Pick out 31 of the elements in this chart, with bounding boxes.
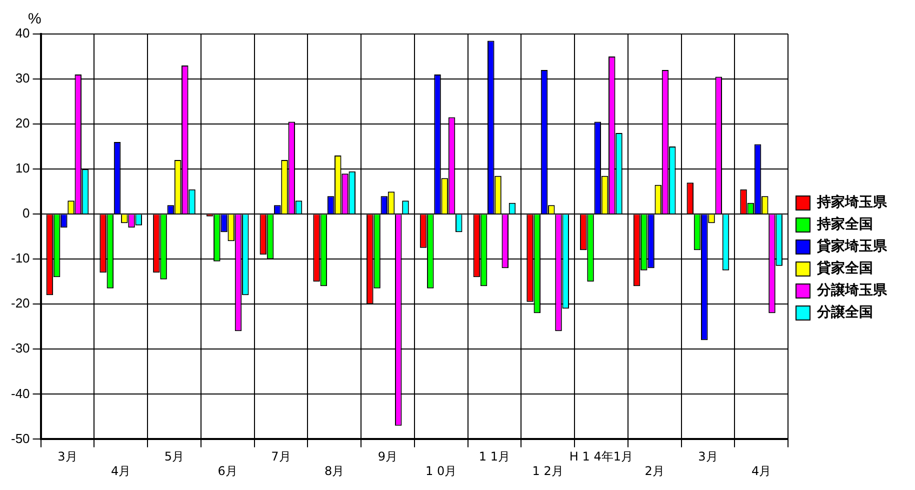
y-tick-label: -40: [10, 386, 30, 401]
legend-label: 貸家全国: [816, 260, 873, 277]
x-tick-label: 4月: [751, 464, 772, 478]
legend-label: 貸家埼玉県: [816, 238, 888, 255]
x-tick-label: 8月: [324, 464, 344, 478]
x-tick-label: 5月: [164, 450, 184, 464]
y-tick-label: 0: [22, 206, 30, 221]
y-tick-label: 30: [15, 70, 30, 86]
x-tick-label: 6月: [218, 464, 238, 478]
legend-label: 持家埼玉県: [816, 194, 888, 211]
x-tick-label: 3月: [698, 450, 718, 464]
legend-label: 分譲全国: [816, 304, 873, 321]
legend-label: 持家全国: [816, 216, 873, 233]
x-tick-label: H 1 4年1月: [569, 450, 633, 464]
x-tick-label: 9月: [378, 450, 398, 464]
legend-label: 分譲埼玉県: [816, 282, 888, 299]
y-tick-label: 40: [15, 26, 30, 41]
x-tick-label: 1 0月: [426, 464, 457, 478]
y-tick-label: -50: [10, 430, 30, 446]
x-tick-label: 1 1月: [478, 450, 510, 464]
y-tick-label: 10: [15, 160, 30, 176]
x-tick-label: 2月: [644, 464, 664, 478]
y-tick-label: -10: [10, 250, 30, 266]
y-tick-label: -30: [10, 340, 30, 356]
x-tick-label: 3月: [58, 450, 78, 464]
x-tick-label: 7月: [271, 450, 291, 464]
y-tick-label: -20: [10, 296, 30, 311]
x-tick-label: 1 2月: [532, 464, 564, 478]
y-tick-label: 20: [15, 116, 30, 131]
y-axis-title: %: [28, 10, 42, 28]
x-tick-label: 4月: [111, 464, 131, 478]
